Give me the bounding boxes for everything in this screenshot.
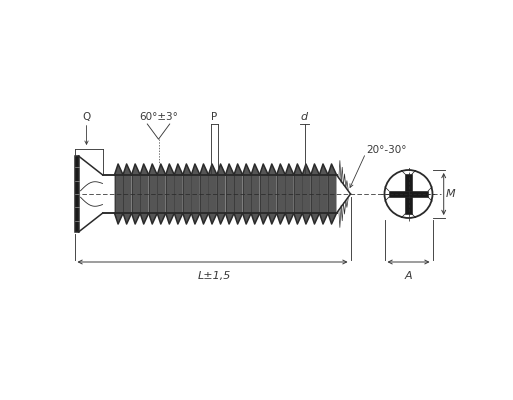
- Polygon shape: [191, 194, 200, 224]
- Polygon shape: [311, 164, 320, 194]
- Polygon shape: [166, 164, 174, 194]
- Polygon shape: [328, 194, 337, 224]
- Polygon shape: [74, 156, 78, 232]
- Polygon shape: [243, 164, 251, 194]
- Polygon shape: [294, 164, 302, 194]
- Text: 20°-30°: 20°-30°: [366, 145, 407, 155]
- Polygon shape: [260, 194, 268, 224]
- Polygon shape: [191, 164, 200, 194]
- Polygon shape: [268, 164, 277, 194]
- Polygon shape: [260, 164, 268, 194]
- Polygon shape: [277, 164, 285, 194]
- Polygon shape: [208, 164, 217, 194]
- Polygon shape: [302, 164, 311, 194]
- Polygon shape: [140, 194, 149, 224]
- Polygon shape: [251, 194, 260, 224]
- Polygon shape: [149, 194, 157, 224]
- Polygon shape: [285, 194, 294, 224]
- Polygon shape: [234, 164, 243, 194]
- Polygon shape: [311, 194, 320, 224]
- Text: M: M: [445, 189, 455, 199]
- Polygon shape: [251, 164, 260, 194]
- Polygon shape: [320, 194, 328, 224]
- Polygon shape: [140, 164, 149, 194]
- Polygon shape: [405, 174, 412, 214]
- Polygon shape: [183, 164, 191, 194]
- Text: L±1,5: L±1,5: [198, 271, 231, 281]
- Polygon shape: [166, 194, 174, 224]
- Polygon shape: [114, 164, 123, 194]
- Text: P: P: [211, 112, 218, 122]
- Polygon shape: [131, 164, 140, 194]
- Polygon shape: [277, 194, 285, 224]
- Polygon shape: [243, 194, 251, 224]
- Text: d: d: [301, 112, 308, 122]
- Polygon shape: [217, 194, 226, 224]
- Polygon shape: [123, 164, 131, 194]
- Polygon shape: [226, 194, 234, 224]
- Polygon shape: [200, 164, 208, 194]
- Polygon shape: [285, 164, 294, 194]
- Polygon shape: [174, 194, 183, 224]
- Polygon shape: [226, 164, 234, 194]
- Text: 60°±3°: 60°±3°: [139, 112, 178, 122]
- Polygon shape: [200, 194, 208, 224]
- Polygon shape: [389, 191, 428, 197]
- Polygon shape: [183, 194, 191, 224]
- Polygon shape: [302, 194, 311, 224]
- Polygon shape: [157, 194, 166, 224]
- Polygon shape: [114, 194, 123, 224]
- Polygon shape: [328, 164, 337, 194]
- Polygon shape: [174, 164, 183, 194]
- Polygon shape: [294, 194, 302, 224]
- Polygon shape: [208, 194, 217, 224]
- Polygon shape: [268, 194, 277, 224]
- Polygon shape: [149, 164, 157, 194]
- Polygon shape: [234, 194, 243, 224]
- Text: Q: Q: [83, 112, 91, 122]
- Polygon shape: [123, 194, 131, 224]
- Text: A: A: [405, 271, 412, 281]
- Polygon shape: [131, 194, 140, 224]
- Polygon shape: [320, 164, 328, 194]
- Polygon shape: [157, 164, 166, 194]
- Polygon shape: [217, 164, 226, 194]
